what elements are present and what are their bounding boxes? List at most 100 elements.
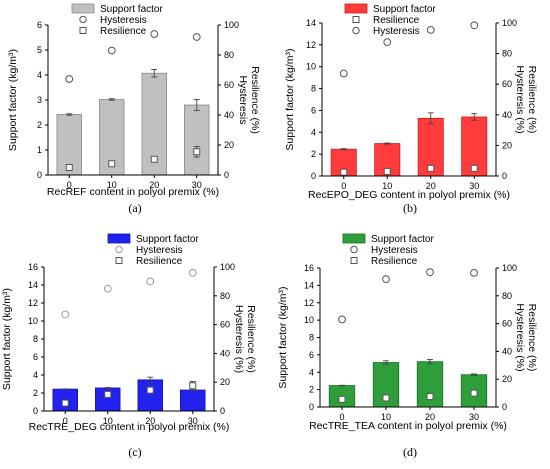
y2-tick-label: 20 (224, 140, 234, 150)
resilience-point (150, 155, 158, 163)
y-tick-label: 16 (304, 263, 314, 273)
x-tick-label: 30 (469, 412, 479, 422)
legend-label: Hysteresis (371, 245, 418, 256)
y-tick-label: 0 (37, 170, 42, 180)
y2-tick-label: 100 (502, 263, 517, 273)
bar (184, 104, 210, 176)
legend-swatch-support-factor (342, 233, 366, 244)
y-tick-label: 2 (33, 388, 38, 398)
y2-axis-label: Resilience (%) (526, 66, 538, 134)
hysteresis-point (103, 284, 112, 293)
y-tick-label: 4 (37, 70, 42, 80)
legend-swatch-support-factor (107, 233, 131, 244)
panel-caption: (c) (128, 445, 141, 459)
legend-marker-hysteresis (79, 15, 87, 24)
y-tick-label: 8 (33, 334, 38, 344)
y2-tick-label: 100 (220, 262, 235, 272)
y2-tick-label: 40 (220, 348, 230, 358)
x-tick-label: 0 (341, 181, 346, 191)
legend-label: Support factor (371, 234, 434, 245)
y2-tick-label: 20 (502, 140, 512, 150)
legend-marker-hysteresis (350, 245, 358, 254)
y-tick-label: 6 (311, 105, 316, 115)
resilience-point (340, 168, 348, 176)
y2-tick-label: 60 (502, 79, 512, 89)
resilience-point (104, 390, 112, 398)
x-tick-label: 20 (425, 412, 435, 422)
legend-swatch-support-factor (344, 3, 368, 14)
resilience-point (61, 399, 69, 407)
y2-tick-label: 40 (502, 110, 512, 120)
y2-axis-label: Hysteresis (%) (514, 65, 526, 133)
y2-tick-label: 0 (502, 402, 507, 412)
y-tick-label: 14 (306, 18, 316, 28)
y-tick-label: 2 (311, 149, 316, 159)
y2-tick-label: 60 (224, 80, 234, 90)
panel-caption: (b) (403, 201, 417, 215)
hysteresis-point (192, 33, 201, 41)
legend-marker-hysteresis (352, 26, 360, 35)
x-axis-label: RecREF content in polyol premix (%) (47, 186, 219, 198)
y-tick-label: 6 (33, 352, 38, 362)
bar (416, 361, 444, 408)
resilience-point (338, 395, 346, 403)
y-tick-label: 0 (33, 406, 38, 416)
x-tick-label: 20 (145, 416, 155, 426)
x-tick-label: 10 (107, 180, 117, 190)
resilience-point (193, 148, 201, 156)
y-tick-label: 16 (28, 262, 38, 272)
y-tick-label: 10 (306, 62, 316, 72)
hysteresis-point (339, 69, 348, 78)
hysteresis-point (426, 268, 434, 277)
y2-tick-label: 80 (220, 291, 230, 301)
hysteresis-point (470, 21, 479, 30)
resilience-point (427, 164, 435, 172)
y2-tick-label: 60 (502, 319, 512, 329)
legend-marker-hysteresis (115, 245, 123, 254)
x-tick-label: 20 (426, 181, 436, 191)
y-tick-label: 3 (37, 95, 42, 105)
y-tick-label: 12 (304, 298, 314, 308)
resilience-point (383, 167, 391, 175)
y-tick-label: 6 (37, 20, 42, 30)
y2-tick-label: 40 (224, 110, 234, 120)
x-tick-label: 30 (188, 416, 198, 426)
legend-marker-resilience (350, 257, 358, 264)
legend-marker-resilience (352, 16, 360, 23)
legend-label: Resilience (373, 15, 420, 26)
y2-axis-label: Resilience (%) (245, 305, 257, 373)
y-tick-label: 2 (37, 120, 42, 130)
panel-caption: (d) (403, 445, 417, 459)
y-tick-label: 0 (309, 402, 314, 412)
panel-caption: (a) (128, 201, 141, 215)
legend-label: Resilience (100, 26, 147, 37)
y2-tick-label: 80 (502, 291, 512, 301)
y2-tick-label: 0 (220, 406, 225, 416)
x-axis-label: RecTRE_TEA content in polyol premix (%) (309, 420, 507, 432)
x-tick-label: 10 (382, 181, 392, 191)
legend-label: Hysteresis (100, 15, 147, 26)
legend-label: Hysteresis (136, 245, 183, 256)
x-tick-label: 0 (63, 416, 68, 426)
y-tick-label: 8 (311, 84, 316, 94)
y2-tick-label: 0 (224, 170, 229, 180)
hysteresis-point (188, 268, 197, 277)
y2-tick-label: 80 (502, 49, 512, 59)
hysteresis-point (383, 38, 392, 47)
x-tick-label: 10 (381, 412, 391, 422)
resilience-point (382, 394, 390, 402)
bar (180, 389, 206, 412)
y-tick-label: 4 (309, 367, 314, 377)
y-axis-label: Support factor (kg/m³) (277, 286, 289, 388)
hysteresis-point (382, 275, 390, 284)
y-tick-label: 0 (311, 171, 316, 181)
chart-panel-b: 0 2 4 6 8 10 12 14 0 20 40 60 80 100 0 10 20 30RecEPO_DEG… (284, 3, 538, 215)
y2-tick-label: 100 (502, 18, 517, 28)
y2-axis-label: Hysteresis (%) (233, 305, 245, 373)
y-tick-label: 5 (37, 45, 42, 55)
y-tick-label: 10 (304, 315, 314, 325)
y-tick-label: 8 (309, 333, 314, 343)
y2-tick-label: 60 (220, 320, 230, 330)
legend-label: Support factor (136, 234, 199, 245)
